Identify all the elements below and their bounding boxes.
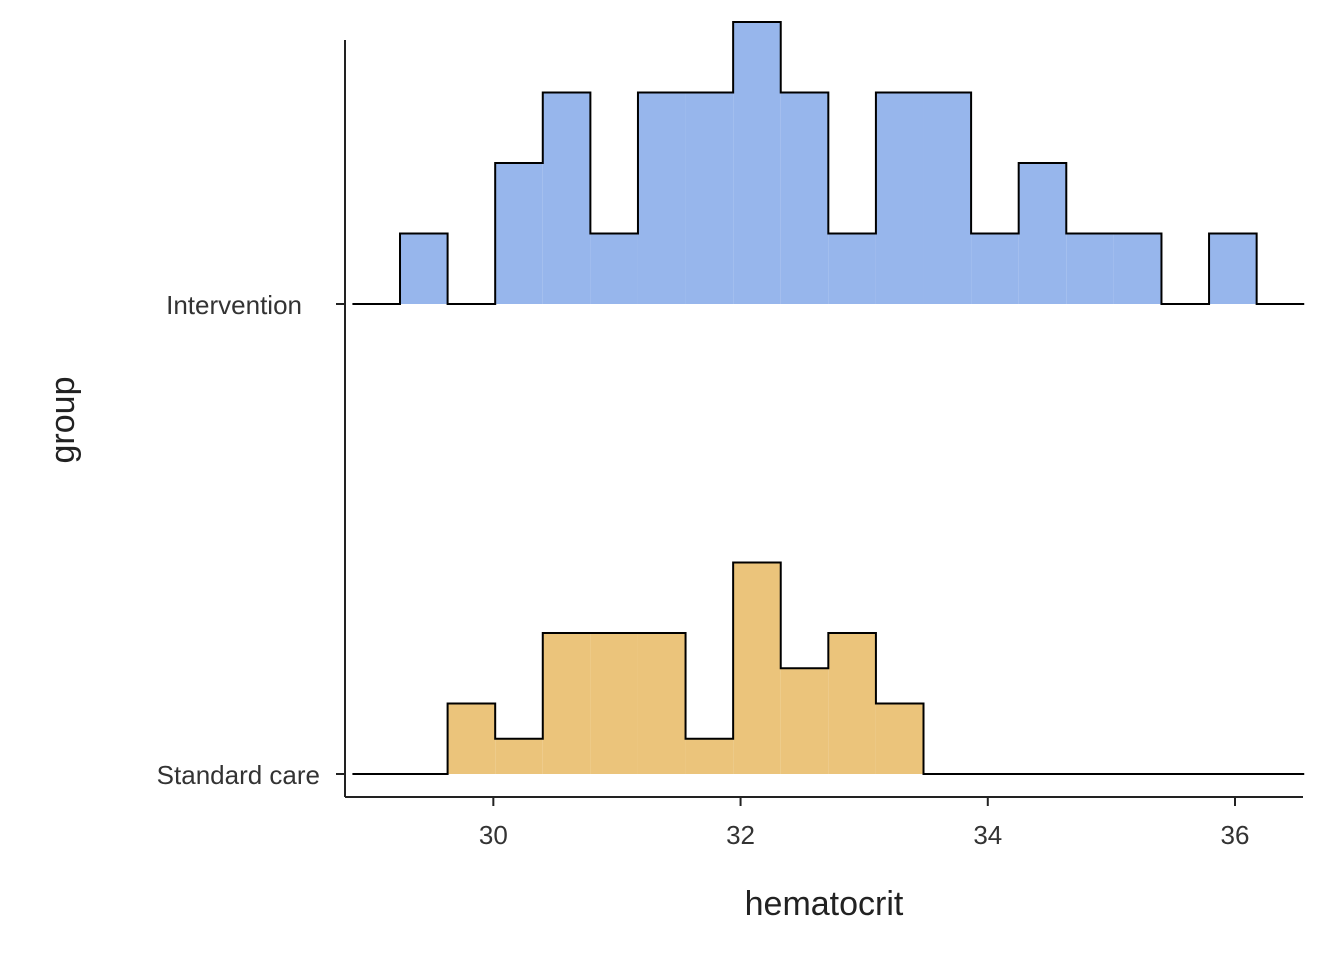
bar-intervention-3 [495, 163, 543, 304]
bar-intervention-12 [923, 92, 972, 304]
bar-intervention-9 [780, 92, 829, 304]
bar-intervention-1 [400, 233, 448, 304]
bar-intervention-7 [685, 92, 734, 304]
x-tick-label-32: 32 [726, 820, 755, 850]
bar-intervention-15 [1066, 233, 1114, 304]
bar-intervention-11 [875, 92, 924, 304]
x-axis-title: hematocrit [745, 885, 904, 923]
bar-intervention-6 [637, 92, 686, 304]
outline-standard-care [352, 561, 1305, 775]
bar-standard-care-8 [733, 562, 781, 774]
bar-intervention-4 [542, 92, 591, 304]
bar-standard-care-10 [828, 633, 876, 774]
bar-intervention-13 [971, 233, 1019, 304]
y-tick-label-intervention: Intervention [166, 290, 302, 320]
y-tick-label-standard-care: Standard care [157, 760, 320, 790]
bar-intervention-16 [1113, 233, 1162, 304]
bar-standard-care-7 [685, 738, 734, 774]
bar-standard-care-6 [637, 633, 686, 774]
bar-intervention-18 [1209, 233, 1257, 304]
bar-standard-care-5 [590, 633, 638, 774]
histogram-standard-care [352, 561, 1305, 775]
bar-standard-care-4 [542, 633, 591, 774]
axes-layer [336, 40, 1303, 806]
bar-standard-care-3 [495, 738, 543, 774]
bar-intervention-10 [828, 233, 876, 304]
bar-standard-care-9 [780, 668, 829, 774]
bar-standard-care-2 [447, 703, 496, 774]
x-tick-label-30: 30 [479, 820, 508, 850]
bar-intervention-5 [590, 233, 638, 304]
y-axis-title: group [44, 377, 82, 464]
x-tick-label-36: 36 [1221, 820, 1250, 850]
bar-intervention-8 [733, 22, 781, 304]
bar-intervention-14 [1018, 163, 1067, 304]
outline-intervention [352, 21, 1305, 305]
histogram-layer [352, 21, 1305, 775]
bar-standard-care-11 [875, 703, 924, 774]
x-tick-label-34: 34 [973, 820, 1002, 850]
labels-layer: 30 32 34 36 Standard care Intervention [157, 290, 1250, 850]
histogram-intervention [352, 21, 1305, 305]
